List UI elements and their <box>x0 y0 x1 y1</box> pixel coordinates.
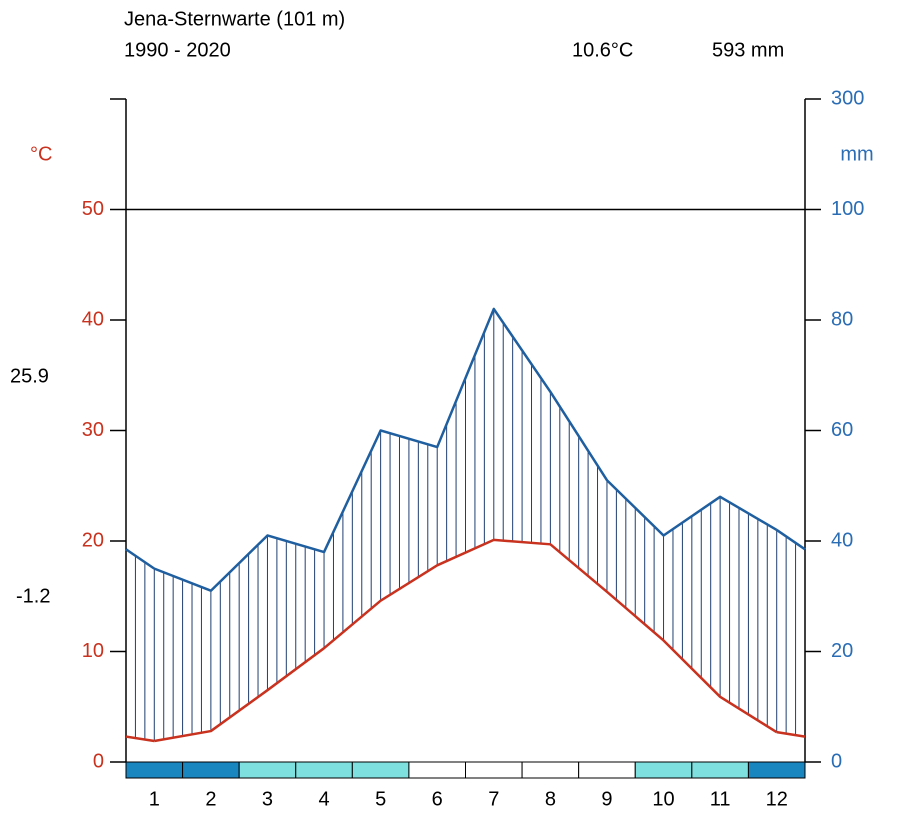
y2-tick-label: 20 <box>831 640 853 662</box>
y-tick-label: 0 <box>93 750 104 772</box>
y2-tick-label: 80 <box>831 308 853 330</box>
line-edge <box>776 528 806 551</box>
max-warmest-month: 25.9 <box>10 365 49 387</box>
month-bar <box>351 761 410 779</box>
x-tick-label: 5 <box>375 788 386 810</box>
y2-tick-label: 60 <box>831 419 853 441</box>
y-axis-label: °C <box>30 143 52 165</box>
x-tick-label: 10 <box>652 788 674 810</box>
month-bar <box>238 761 297 779</box>
x-tick-label: 11 <box>710 788 731 810</box>
chart-subtitle: 1990 - 2020 <box>124 39 231 61</box>
y-tick-label: 50 <box>82 198 104 220</box>
month-bar <box>182 761 240 779</box>
x-tick-label: 9 <box>601 788 612 810</box>
month-bar <box>125 761 184 779</box>
x-tick-label: 3 <box>262 788 273 810</box>
x-tick-label: 7 <box>488 788 499 810</box>
month-bar <box>634 761 693 779</box>
month-bar <box>747 761 806 779</box>
x-tick-label: 6 <box>432 788 443 810</box>
x-tick-label: 2 <box>205 788 216 810</box>
month-bar <box>691 761 749 779</box>
month-bar <box>408 761 466 779</box>
min-coldest-month: -1.2 <box>16 585 50 607</box>
x-tick-label: 4 <box>318 788 329 810</box>
y2-tick-label: 100 <box>831 198 864 220</box>
x-tick-label: 8 <box>545 788 556 810</box>
month-bar <box>578 761 636 779</box>
line-edge <box>125 735 155 743</box>
y-tick-label: 20 <box>82 529 104 551</box>
y-tick-label: 30 <box>82 419 104 441</box>
y2-tick-label: 40 <box>831 529 853 551</box>
line-edge <box>125 548 155 570</box>
precipitation-line <box>153 307 778 592</box>
y2-tick-label: 300 <box>831 87 864 109</box>
month-bar <box>521 761 580 779</box>
mean-temperature: 10.6°C <box>572 39 633 61</box>
line-edge <box>776 730 806 738</box>
x-tick-label: 1 <box>149 788 160 810</box>
temperature-line <box>154 538 778 743</box>
x-tick-label: 12 <box>766 788 788 810</box>
chart-title: Jena-Sternwarte (101 m) <box>124 8 345 30</box>
y2-tick-label: 0 <box>831 750 842 772</box>
annual-precipitation: 593 mm <box>712 39 784 61</box>
y-tick-label: 10 <box>82 640 104 662</box>
month-bar <box>295 761 353 779</box>
y2-axis-label: mm <box>840 143 873 165</box>
month-bar <box>465 761 523 779</box>
y-tick-label: 40 <box>82 308 104 330</box>
